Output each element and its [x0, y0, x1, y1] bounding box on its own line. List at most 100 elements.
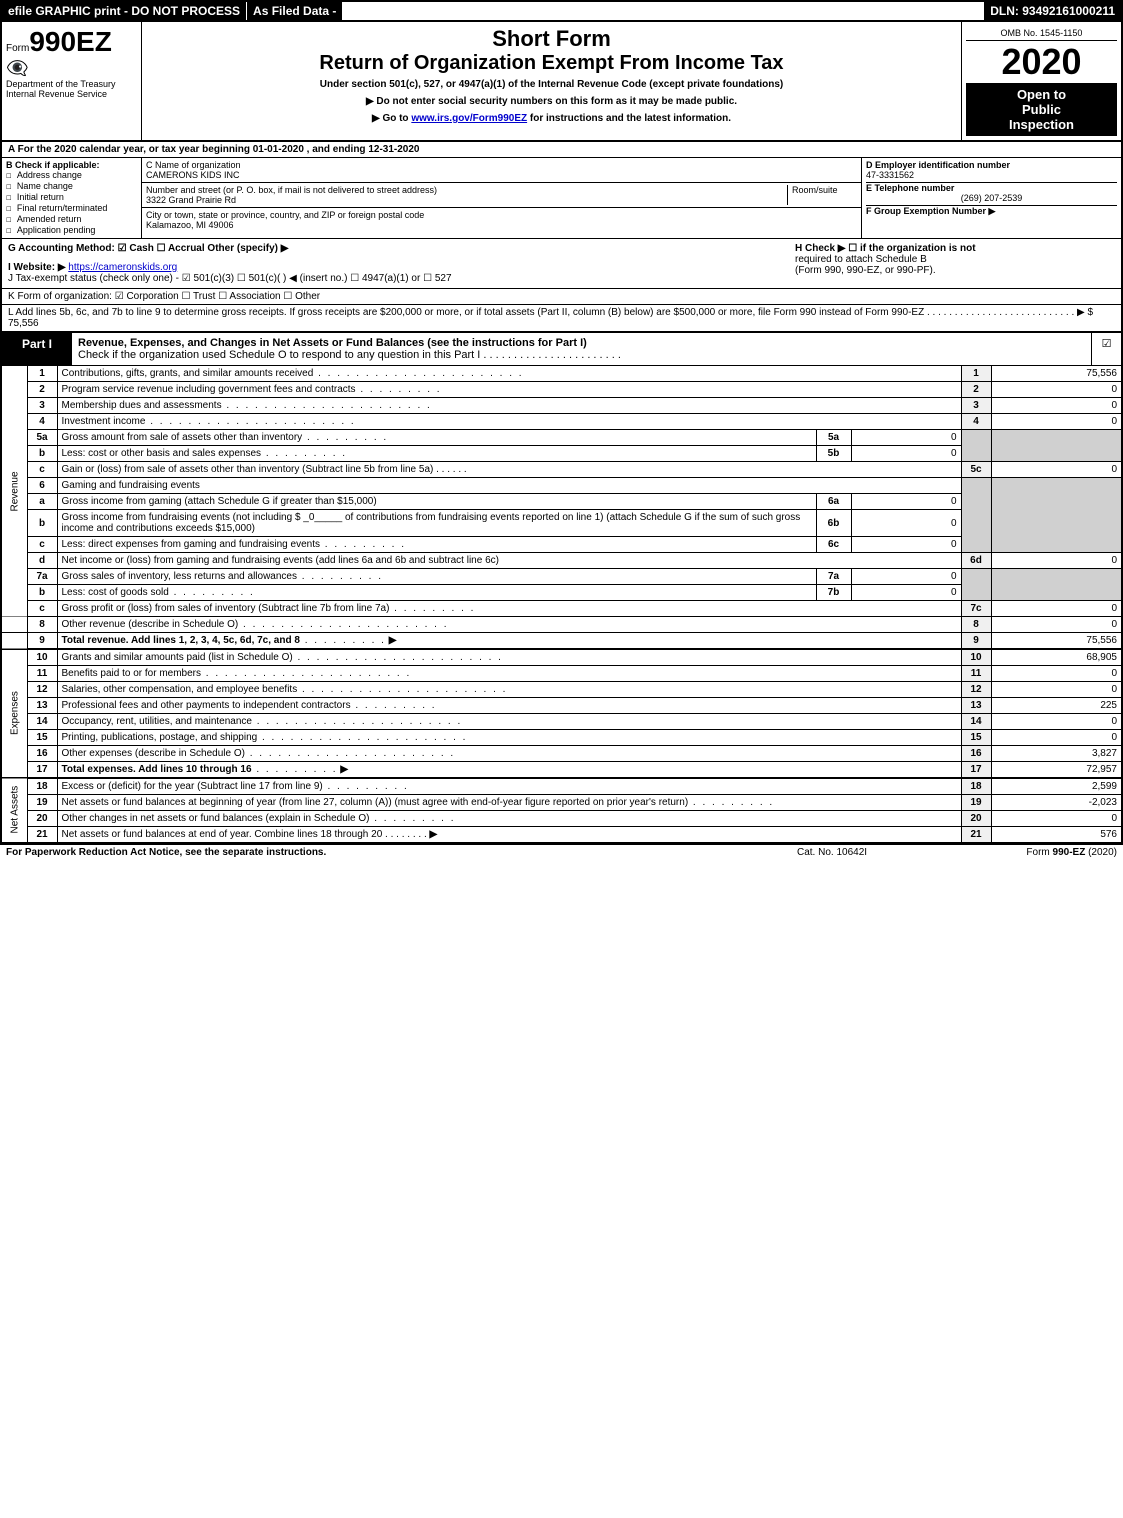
H-label: H Check ▶ ☐ if the organization is not [795, 243, 1115, 254]
side-revenue: Revenue [2, 366, 27, 617]
arrow-2-post: for instructions and the latest informat… [527, 113, 731, 124]
I-label: I Website: ▶ [8, 262, 66, 273]
line-7b: bLess: cost of goods sold7b0 [2, 585, 1121, 601]
line-6d: dNet income or (loss) from gaming and fu… [2, 553, 1121, 569]
line-2: 2Program service revenue including gover… [2, 382, 1121, 398]
dln: DLN: 93492161000211 [984, 2, 1121, 20]
addr: 3322 Grand Prairie Rd [146, 195, 787, 205]
section-DEF: D Employer identification number 47-3331… [861, 158, 1121, 238]
footer-mid: Cat. No. 10642I [797, 847, 947, 858]
line-3: 3Membership dues and assessments30 [2, 398, 1121, 414]
lines-table: Revenue 1 Contributions, gifts, grants, … [2, 366, 1121, 843]
header-row: Form990EZ 👁‍🗨 Department of the Treasury… [2, 22, 1121, 142]
chk-address-change[interactable]: ☐ Address change [6, 170, 137, 181]
ein: 47-3331562 [866, 170, 1117, 183]
line-K: K Form of organization: ☑ Corporation ☐ … [2, 289, 1121, 305]
line-18: Net Assets 18Excess or (deficit) for the… [2, 778, 1121, 795]
D-label: D Employer identification number [866, 160, 1117, 170]
line-21: 21Net assets or fund balances at end of … [2, 827, 1121, 843]
website-link[interactable]: https://cameronskids.org [68, 262, 177, 273]
header-mid: Short Form Return of Organization Exempt… [142, 22, 961, 140]
part1-checkbox[interactable]: ☑ [1091, 333, 1121, 365]
row-G: G Accounting Method: ☑ Cash ☐ Accrual Ot… [2, 239, 1121, 289]
line-5a: 5aGross amount from sale of assets other… [2, 430, 1121, 446]
side-net-assets: Net Assets [2, 778, 27, 843]
arrow-2-pre: ▶ Go to [372, 113, 411, 124]
dept-2: Internal Revenue Service [6, 89, 137, 99]
chk-final-return[interactable]: ☐ Final return/terminated [6, 203, 137, 214]
part1-header: Part I Revenue, Expenses, and Changes in… [2, 333, 1121, 366]
under-section: Under section 501(c), 527, or 4947(a)(1)… [146, 79, 957, 90]
open-to-public: Open to Public Inspection [966, 83, 1117, 136]
irs-logo-icon: 👁‍🗨 [6, 58, 137, 79]
chk-name-change[interactable]: ☐ Name change [6, 181, 137, 192]
line-6c: cLess: direct expenses from gaming and f… [2, 537, 1121, 553]
org-name: CAMERONS KIDS INC [146, 170, 857, 180]
city-label: City or town, state or province, country… [146, 210, 857, 220]
H-sub1: required to attach Schedule B [795, 254, 1115, 265]
section-C: C Name of organization CAMERONS KIDS INC… [142, 158, 861, 238]
form-990ez: efile GRAPHIC print - DO NOT PROCESS As … [0, 0, 1123, 845]
L-text: L Add lines 5b, 6c, and 7b to line 9 to … [8, 307, 1085, 318]
part1-sub: Check if the organization used Schedule … [78, 349, 621, 361]
irs-link[interactable]: www.irs.gov/Form990EZ [411, 113, 527, 124]
section-H: H Check ▶ ☐ if the organization is not r… [795, 243, 1115, 284]
line-6a: aGross income from gaming (attach Schedu… [2, 494, 1121, 510]
efile-label: efile GRAPHIC print - DO NOT PROCESS [2, 2, 246, 20]
chk-application-pending[interactable]: ☐ Application pending [6, 225, 137, 236]
form-prefix: Form [6, 43, 29, 54]
section-B: B Check if applicable: ☐ Address change … [2, 158, 142, 238]
phone: (269) 207-2539 [866, 193, 1117, 206]
F-label: F Group Exemption Number ▶ [866, 206, 1117, 217]
side-expenses: Expenses [2, 649, 27, 778]
line-8: 8Other revenue (describe in Schedule O)8… [2, 617, 1121, 633]
tax-year: 2020 [966, 41, 1117, 83]
open-3: Inspection [970, 117, 1113, 132]
line-L: L Add lines 5b, 6c, and 7b to line 9 to … [2, 305, 1121, 333]
addr-label: Number and street (or P. O. box, if mail… [146, 185, 787, 195]
arrow-1: ▶ Do not enter social security numbers o… [146, 96, 957, 107]
line-6: 6Gaming and fundraising events [2, 478, 1121, 494]
J-tax-exempt: J Tax-exempt status (check only one) - ☑… [8, 273, 795, 284]
chk-amended-return[interactable]: ☐ Amended return [6, 214, 137, 225]
line-12: 12Salaries, other compensation, and empl… [2, 682, 1121, 698]
line-5c: cGain or (loss) from sale of assets othe… [2, 462, 1121, 478]
short-form-title: Short Form [146, 26, 957, 52]
open-1: Open to [970, 87, 1113, 102]
line-10: Expenses 10Grants and similar amounts pa… [2, 649, 1121, 666]
line-6b: bGross income from fundraising events (n… [2, 510, 1121, 537]
line-16: 16Other expenses (describe in Schedule O… [2, 746, 1121, 762]
line-17: 17Total expenses. Add lines 10 through 1… [2, 762, 1121, 779]
return-title: Return of Organization Exempt From Incom… [146, 52, 957, 75]
omb: OMB No. 1545-1150 [966, 26, 1117, 41]
top-bar: efile GRAPHIC print - DO NOT PROCESS As … [2, 2, 1121, 22]
H-sub2: (Form 990, 990-EZ, or 990-PF). [795, 265, 1115, 276]
line-A: A For the 2020 calendar year, or tax yea… [2, 142, 1121, 158]
line-7c: cGross profit or (loss) from sales of in… [2, 601, 1121, 617]
arrow-2: ▶ Go to www.irs.gov/Form990EZ for instru… [146, 113, 957, 124]
line-9: 9Total revenue. Add lines 1, 2, 3, 4, 5c… [2, 633, 1121, 650]
room-suite-label: Room/suite [787, 185, 857, 205]
line-1: Revenue 1 Contributions, gifts, grants, … [2, 366, 1121, 382]
chk-initial-return[interactable]: ☐ Initial return [6, 192, 137, 203]
header-left: Form990EZ 👁‍🗨 Department of the Treasury… [2, 22, 142, 140]
city: Kalamazoo, MI 49006 [146, 220, 857, 230]
form-number: 990EZ [29, 26, 112, 57]
B-label: B Check if applicable: [6, 160, 137, 170]
line-15: 15Printing, publications, postage, and s… [2, 730, 1121, 746]
line-4: 4Investment income40 [2, 414, 1121, 430]
line-20: 20Other changes in net assets or fund ba… [2, 811, 1121, 827]
G-accounting: G Accounting Method: ☑ Cash ☐ Accrual Ot… [8, 243, 795, 254]
footer-left: For Paperwork Reduction Act Notice, see … [6, 847, 797, 858]
part1-title: Revenue, Expenses, and Changes in Net As… [72, 333, 1091, 365]
line-7a: 7aGross sales of inventory, less returns… [2, 569, 1121, 585]
dept-1: Department of the Treasury [6, 79, 137, 89]
line-19: 19Net assets or fund balances at beginni… [2, 795, 1121, 811]
line-13: 13Professional fees and other payments t… [2, 698, 1121, 714]
asfield-blank [343, 2, 984, 20]
asfield-label: As Filed Data - [246, 2, 343, 20]
footer-right: Form 990-EZ (2020) [947, 847, 1117, 858]
C-label: C Name of organization [146, 160, 857, 170]
line-5b: bLess: cost or other basis and sales exp… [2, 446, 1121, 462]
row-BC: B Check if applicable: ☐ Address change … [2, 158, 1121, 239]
